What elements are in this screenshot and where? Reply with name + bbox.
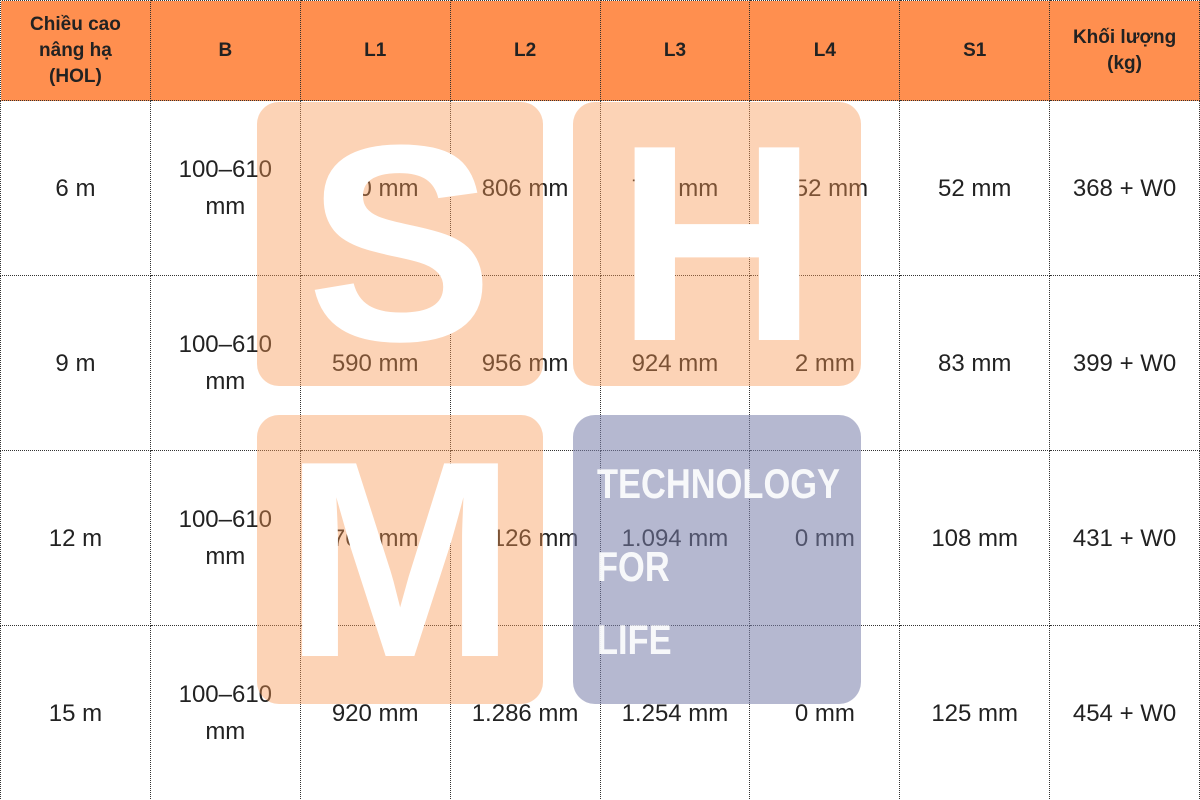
table-head: Chiều cao nâng hạ (HOL) B L1 L2 L3 L4 S1 Khối l… — [0, 0, 1200, 101]
table-row: 9 m 100–610 mm 590 mm 956 mm 924 mm 2 mm 83 mm… — [0, 275, 1200, 451]
header-cell: B — [149, 0, 301, 101]
table-cell: 125 mm — [899, 625, 1051, 800]
table-cell: 806 mm — [449, 100, 601, 276]
table-row: 12 m 100–610 mm 760 mm 1.126 mm 1.094 mm 0 mm… — [0, 450, 1200, 626]
table-cell: 1.126 mm — [449, 450, 601, 626]
table-cell: 6 m — [0, 100, 151, 276]
table-cell: 760 mm — [299, 450, 451, 626]
table-cell: 2 mm — [749, 275, 901, 451]
table-cell: 1.286 mm — [449, 625, 601, 800]
header-cell: Chiều cao nâng hạ (HOL) — [0, 0, 151, 101]
table-cell: 108 mm — [899, 450, 1051, 626]
table-cell: 100–610 mm — [149, 100, 301, 276]
table-row: 15 m 100–610 mm 920 mm 1.286 mm 1.254 mm 0 mm… — [0, 625, 1200, 800]
table-cell: 52 mm — [899, 100, 1051, 276]
table-cell: 924 mm — [599, 275, 751, 451]
header-cell: L1 — [299, 0, 451, 101]
header-cell: L4 — [749, 0, 901, 101]
table-cell: 368 + W0 — [1049, 100, 1200, 276]
header-cell: S1 — [899, 0, 1051, 101]
header-row: Chiều cao nâng hạ (HOL) B L1 L2 L3 L4 S1 Khối l… — [0, 0, 1200, 101]
table-cell: 100–610 mm — [149, 275, 301, 451]
table-body: 6 m 100–610 mm 440 mm 806 mm 774 mm 152 mm 52 … — [0, 100, 1200, 800]
table-cell: 100–610 mm — [149, 625, 301, 800]
table-cell: 0 mm — [749, 625, 901, 800]
table-cell: 12 m — [0, 450, 151, 626]
header-cell: L2 — [449, 0, 601, 101]
table-cell: 152 mm — [749, 100, 901, 276]
table-cell: 431 + W0 — [1049, 450, 1200, 626]
table-cell: 15 m — [0, 625, 151, 800]
table-cell: 399 + W0 — [1049, 275, 1200, 451]
table-cell: 1.254 mm — [599, 625, 751, 800]
table-row: 6 m 100–610 mm 440 mm 806 mm 774 mm 152 mm 52 … — [0, 100, 1200, 276]
table-cell: 100–610 mm — [149, 450, 301, 626]
table-cell: 1.094 mm — [599, 450, 751, 626]
table-cell: 440 mm — [299, 100, 451, 276]
table-cell: 590 mm — [299, 275, 451, 451]
table-cell: 83 mm — [899, 275, 1051, 451]
table-cell: 9 m — [0, 275, 151, 451]
header-cell: L3 — [599, 0, 751, 101]
header-cell: Khối lượng (kg) — [1049, 0, 1200, 101]
table-cell: 956 mm — [449, 275, 601, 451]
table-cell: 774 mm — [599, 100, 751, 276]
table-cell: 0 mm — [749, 450, 901, 626]
table-cell: 920 mm — [299, 625, 451, 800]
table-cell: 454 + W0 — [1049, 625, 1200, 800]
